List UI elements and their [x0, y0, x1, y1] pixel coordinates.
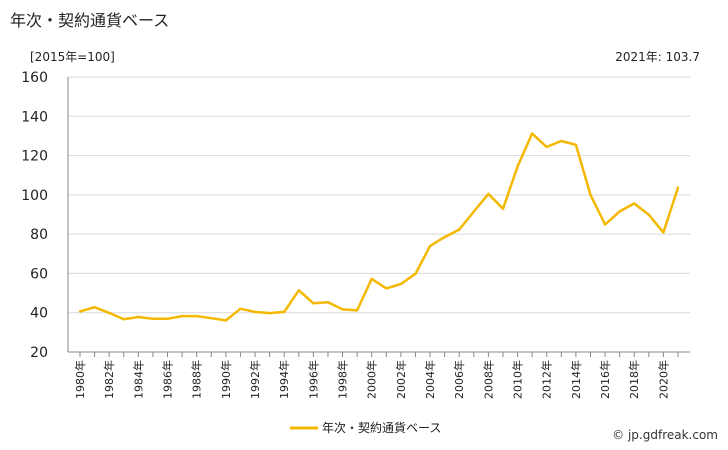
data-point — [516, 165, 519, 168]
data-point — [93, 306, 96, 309]
y-tick-label: 20 — [30, 345, 48, 361]
data-point — [603, 223, 607, 226]
x-tick-label: 2002年 — [394, 360, 408, 399]
data-point — [312, 302, 315, 305]
data-point — [618, 210, 621, 213]
y-tick-label: 100 — [21, 188, 48, 204]
grid-lines — [68, 76, 690, 353]
series-layer — [78, 132, 680, 322]
data-point — [151, 317, 155, 321]
x-tick-label: 1984年 — [131, 360, 145, 399]
data-point — [647, 213, 651, 216]
x-tick-label: 2012年 — [540, 360, 554, 399]
data-point — [560, 139, 563, 143]
unit-label: [2015年=100] — [30, 50, 115, 64]
data-point — [239, 307, 242, 310]
data-point — [210, 317, 213, 320]
data-point — [107, 311, 111, 315]
data-point — [589, 193, 592, 197]
data-point — [224, 319, 228, 322]
x-tick-label: 1988年 — [190, 360, 204, 399]
data-point — [180, 314, 184, 318]
data-point — [676, 186, 680, 189]
y-tick-label: 80 — [30, 227, 48, 243]
data-point — [662, 231, 665, 234]
data-point — [501, 207, 505, 211]
data-point — [341, 308, 344, 311]
y-axis: 20 40 60 80 100 120 140 160 — [21, 70, 69, 361]
y-tick-label: 60 — [30, 266, 48, 282]
x-tick-label: 2020年 — [656, 360, 670, 399]
x-tick-label: 2004年 — [423, 360, 437, 399]
y-tick-label: 160 — [21, 70, 48, 86]
data-point — [282, 310, 286, 314]
data-point — [399, 282, 403, 286]
legend-label: 年次・契約通貨ベース — [322, 420, 441, 435]
data-point — [443, 235, 446, 239]
x-tick-label: 2018年 — [627, 360, 641, 399]
data-point — [385, 287, 388, 290]
data-point — [122, 317, 125, 321]
data-point — [458, 228, 461, 231]
source-credit: © jp.gdfreak.com — [612, 428, 718, 442]
data-point — [428, 244, 432, 248]
data-point — [472, 210, 476, 213]
x-tick-label: 1996年 — [306, 360, 320, 399]
data-point — [137, 315, 140, 319]
data-point — [633, 202, 636, 205]
chart-title: 年次・契約通貨ベース — [10, 11, 170, 30]
x-tick-label: 1992年 — [248, 360, 262, 399]
data-point — [268, 311, 271, 315]
data-point — [253, 310, 257, 314]
data-point — [355, 309, 359, 312]
data-point — [530, 132, 534, 135]
x-tick-label: 2006年 — [452, 360, 466, 399]
latest-value-label: 2021年: 103.7 — [615, 50, 700, 64]
x-tick-label: 1994年 — [277, 360, 291, 399]
data-point — [78, 310, 82, 313]
x-tick-label: 1990年 — [219, 360, 233, 399]
x-tick-label: 1986年 — [161, 360, 175, 399]
x-tick-label: 2016年 — [598, 360, 612, 399]
y-tick-label: 40 — [30, 306, 48, 322]
x-tick-label: 2010年 — [511, 360, 525, 399]
x-tick-label: 1982年 — [102, 360, 116, 399]
x-tick-label: 2008年 — [481, 360, 495, 399]
x-tick-label: 1998年 — [336, 360, 350, 399]
x-tick-label: 2000年 — [365, 360, 379, 399]
x-axis: 1980年 1982年 1984年 1986年 1988年 1990年 1992年 1994年… — [68, 351, 690, 399]
data-point — [574, 143, 578, 146]
series-line — [79, 132, 680, 322]
data-point — [297, 289, 300, 292]
data-point — [166, 317, 169, 321]
data-point — [370, 277, 373, 281]
data-point — [545, 145, 548, 149]
x-tick-label: 2014年 — [569, 360, 583, 399]
data-point — [414, 272, 417, 276]
x-tick-label: 1980年 — [73, 360, 87, 399]
legend: 年次・契約通貨ベース — [290, 420, 441, 435]
data-point — [326, 301, 330, 304]
y-tick-label: 140 — [21, 109, 48, 125]
data-point — [195, 314, 198, 318]
y-tick-label: 120 — [21, 149, 48, 165]
data-point — [487, 192, 490, 196]
